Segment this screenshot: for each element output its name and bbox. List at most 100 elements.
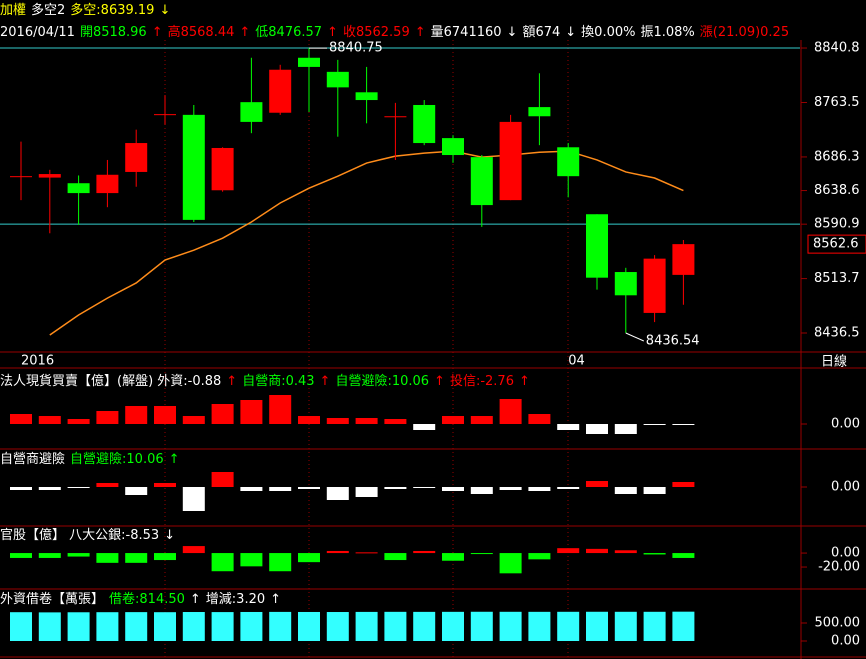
- bar: [298, 553, 320, 563]
- title-segment: ↑: [327, 25, 338, 40]
- bar: [557, 548, 580, 554]
- bar: [211, 472, 234, 487]
- y-tick-label: 0.00: [831, 480, 860, 495]
- y-tick-label: 8763.5: [814, 95, 860, 110]
- bar: [442, 416, 464, 424]
- title-segment: 漲(21.09)0.25: [700, 25, 789, 40]
- bar: [672, 424, 695, 425]
- y-tick-label: 8638.6: [814, 183, 860, 198]
- title-segment: ↑: [190, 592, 201, 607]
- bar: [298, 611, 320, 641]
- title: 官股【億】 八大公銀:-8.53 ↓: [0, 527, 175, 543]
- bar: [586, 548, 608, 554]
- bar: [384, 553, 407, 561]
- title-segment: 量6741160: [431, 25, 502, 40]
- bar: [413, 487, 436, 488]
- bar: [269, 611, 292, 641]
- candle-body: [269, 69, 292, 113]
- title-segment: ↑: [226, 374, 237, 389]
- bar: [38, 416, 61, 424]
- bar: [355, 487, 378, 497]
- bar: [384, 611, 407, 641]
- title-segment: 自營商避險: [0, 452, 65, 467]
- annotation-leader: [625, 332, 645, 342]
- bar: [10, 553, 32, 558]
- candle-body: [442, 138, 464, 156]
- bar: [10, 612, 32, 641]
- bar: [614, 611, 637, 641]
- title-segment: 官股【億】 八大公銀:-8.53: [0, 527, 159, 543]
- candle-body: [586, 214, 608, 278]
- y-tick-label: 8436.5: [814, 326, 860, 341]
- bar: [470, 416, 493, 424]
- bar: [298, 487, 320, 489]
- bar: [154, 553, 176, 561]
- candle-body: [240, 102, 263, 122]
- candle-body: [528, 107, 551, 117]
- bar: [96, 411, 119, 424]
- title-segment: 額674: [522, 25, 560, 40]
- bar: [499, 553, 522, 574]
- candle-body: [182, 114, 205, 220]
- bar: [355, 552, 378, 554]
- bar: [67, 487, 90, 488]
- bar: [326, 418, 349, 424]
- bar: [672, 482, 695, 487]
- title-segment: 開8518.96: [80, 25, 147, 40]
- bar: [269, 395, 292, 424]
- bar: [240, 400, 263, 424]
- title-segment: ↑: [239, 25, 250, 40]
- bar: [38, 553, 61, 558]
- frame: [0, 40, 866, 659]
- title-segment: ↑: [434, 374, 445, 389]
- candle-body: [10, 176, 32, 178]
- title-segment: 振1.08%: [640, 25, 694, 40]
- bar: [470, 553, 493, 555]
- bar: [672, 553, 695, 558]
- title-segment: 自營商:0.43: [242, 374, 314, 389]
- title-segment: ↑: [519, 374, 530, 389]
- bar: [643, 553, 666, 555]
- title-segment: 多空2: [31, 2, 65, 18]
- bar: [557, 487, 580, 489]
- bar: [182, 487, 205, 511]
- bar: [499, 611, 522, 641]
- y-tick-label: 8513.7: [814, 271, 860, 286]
- bar: [528, 414, 551, 424]
- bar: [269, 487, 292, 491]
- bar: [211, 404, 234, 424]
- bar: [182, 546, 205, 554]
- candle-body: [211, 147, 234, 191]
- title-segment: 自營避險:10.06: [70, 452, 164, 467]
- bar: [96, 483, 119, 487]
- bar: [67, 553, 90, 557]
- bar: [614, 424, 637, 434]
- title-segment: 借卷:814.50: [109, 591, 185, 607]
- bar: [125, 553, 148, 563]
- period-label: 日線: [821, 354, 847, 370]
- candle-body: [614, 272, 637, 296]
- last-price: 8562.6: [813, 237, 859, 252]
- bar: [499, 399, 522, 424]
- bar: [557, 611, 580, 641]
- bar: [96, 553, 119, 563]
- bar: [442, 611, 464, 641]
- title: 外資借卷【萬張】 借卷:814.50 ↑ 增減:3.20 ↑: [0, 591, 281, 607]
- bar: [154, 406, 176, 424]
- bar: [413, 424, 436, 430]
- candle-body: [499, 121, 522, 201]
- x-tick-label: 04: [568, 354, 585, 369]
- bar: [269, 553, 292, 572]
- y-tick-label: 0.00: [831, 417, 860, 432]
- title-segment: 收8562.59: [343, 25, 410, 40]
- bar: [326, 487, 349, 500]
- extreme-label: 8840.75: [329, 41, 383, 56]
- bar: [182, 612, 205, 641]
- bar: [413, 550, 436, 554]
- y-tick-label: 500.00: [815, 615, 861, 630]
- bar: [211, 612, 234, 641]
- bar: [67, 612, 90, 641]
- title-segment: 高8568.44: [168, 24, 235, 40]
- bar: [125, 612, 148, 641]
